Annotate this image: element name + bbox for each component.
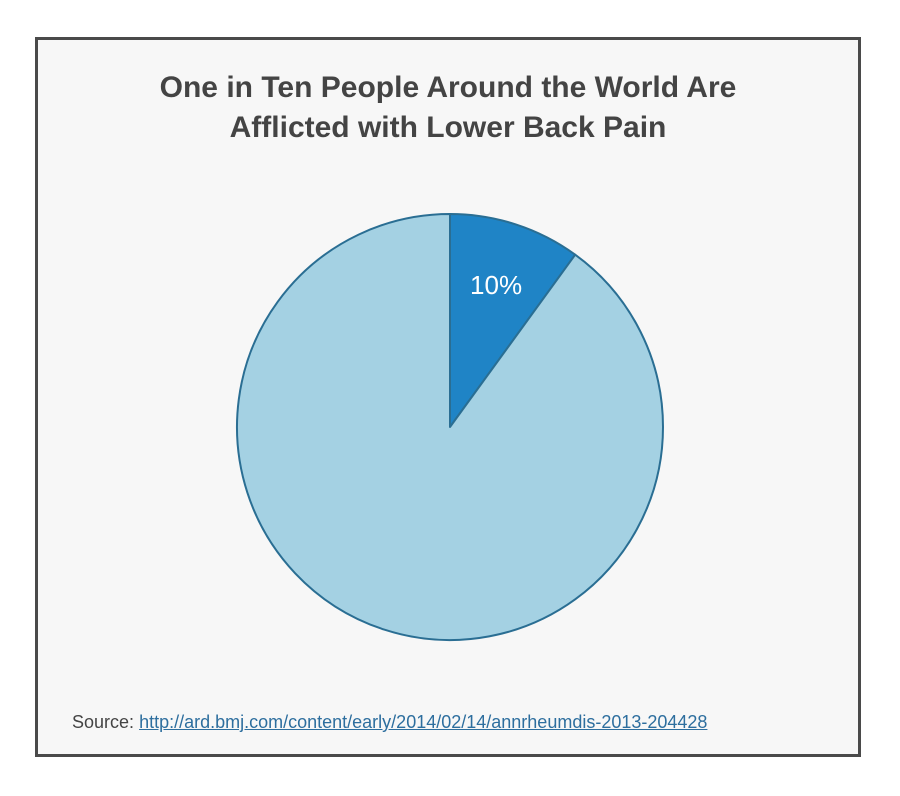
pie-slice-0: [449, 213, 577, 428]
chart-title-line-2: Afflicted with Lower Back Pain: [229, 111, 667, 144]
chart-title-line-1: One in Ten People Around the World Are: [159, 71, 737, 104]
chart-title: One in Ten People Around the World Are A…: [38, 68, 858, 148]
source-note: Source: http://ard.bmj.com/content/early…: [72, 712, 707, 733]
pie-slice-1: [236, 213, 664, 641]
source-link[interactable]: http://ard.bmj.com/content/early/2014/02…: [139, 712, 708, 732]
pie-chart: 10%: [236, 213, 664, 641]
chart-frame: One in Ten People Around the World Are A…: [35, 37, 861, 757]
source-prefix: Source:: [72, 712, 135, 732]
pie-slice-label-0: 10%: [470, 270, 522, 300]
